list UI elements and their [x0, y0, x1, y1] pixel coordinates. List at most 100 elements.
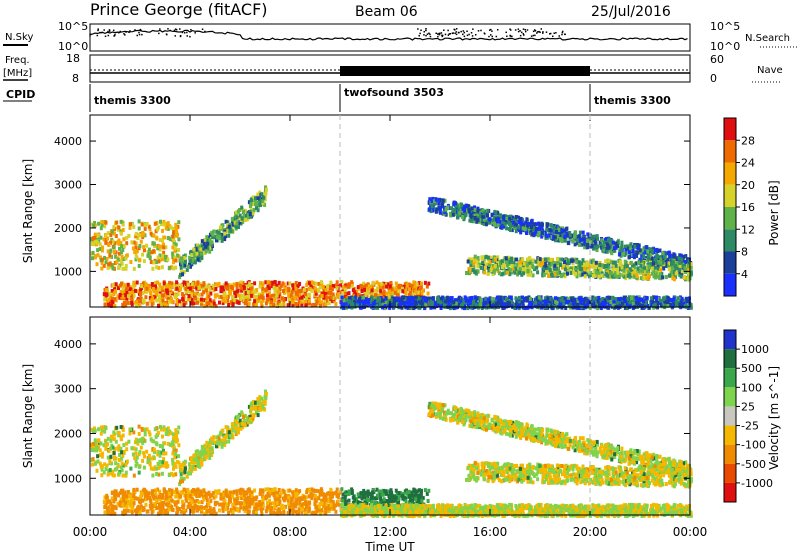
power-cell [439, 206, 442, 211]
power-cell [554, 238, 558, 243]
power-cell [549, 223, 553, 228]
power-cell [529, 272, 533, 277]
power-cell [96, 253, 100, 258]
power-cell [171, 226, 175, 231]
power-cell [563, 267, 567, 272]
nsearch-point [545, 31, 548, 33]
power-cell [137, 246, 141, 251]
power-cell [171, 245, 175, 250]
power-cell [621, 251, 625, 256]
power-cell [607, 302, 611, 307]
power-cell [149, 260, 153, 264]
power-cell [231, 222, 235, 227]
power-cell [103, 287, 107, 292]
power-cell [180, 283, 183, 288]
power-cell [105, 298, 109, 303]
power-cell [174, 222, 178, 227]
power-cell [220, 235, 224, 240]
power-cell [249, 214, 253, 219]
power-cell [649, 247, 653, 252]
power-cell [414, 289, 418, 294]
power-cell [627, 250, 631, 255]
power-cell [158, 253, 162, 258]
power-cell [178, 275, 182, 280]
power-cell [174, 226, 178, 231]
power-cell [611, 295, 615, 300]
power-cell [478, 217, 482, 222]
power-cell [256, 295, 260, 300]
power-cell [190, 292, 194, 297]
power-cell [566, 297, 570, 302]
power-cell [165, 224, 169, 229]
power-cell [124, 266, 128, 271]
power-cell [166, 303, 170, 308]
power-cell [650, 251, 654, 256]
power-cell [683, 260, 687, 265]
power-cell [553, 269, 557, 274]
power-cell [207, 301, 211, 306]
power-cell [566, 271, 569, 276]
power-cell [583, 274, 587, 279]
power-cell [659, 276, 663, 281]
power-cell [607, 295, 611, 300]
power-cell [381, 295, 385, 300]
power-cell [626, 273, 630, 278]
power-cell [431, 298, 435, 303]
power-cell [329, 291, 333, 295]
power-cell [637, 269, 641, 274]
power-cell [158, 238, 162, 243]
power-cell [553, 272, 557, 277]
power-cell [236, 209, 240, 214]
power-cell [420, 281, 423, 286]
nsearch-point [426, 33, 429, 35]
power-cell [113, 286, 116, 291]
power-cell [184, 300, 188, 305]
power-cell [561, 265, 564, 270]
power-cell [375, 280, 379, 285]
power-cell [562, 303, 566, 308]
power-cell [148, 296, 152, 301]
power-cell [120, 244, 124, 249]
power-cell [163, 302, 167, 307]
power-cell [633, 244, 637, 249]
power-cell [355, 289, 359, 294]
power-cell [536, 298, 540, 303]
power-cell [441, 302, 445, 307]
power-cell [369, 284, 373, 289]
power-cell [190, 253, 194, 258]
power-cell [95, 262, 99, 267]
power-cell [207, 235, 210, 240]
power-cell [132, 266, 136, 271]
power-cell [392, 291, 396, 296]
power-cell [454, 301, 458, 306]
power-cell [548, 268, 552, 272]
power-cell [190, 301, 194, 306]
power-cell [562, 263, 566, 268]
power-cell [491, 218, 495, 223]
power-cell [244, 290, 248, 295]
power-cell [443, 304, 447, 309]
power-cell [110, 229, 114, 234]
power-cell [421, 288, 425, 293]
power-cell [227, 224, 231, 229]
nsearch-point [441, 34, 443, 37]
power-cell [575, 274, 579, 279]
power-cell [465, 271, 468, 275]
power-cell [214, 303, 218, 308]
power-cell [310, 280, 314, 285]
power-cell [479, 298, 483, 303]
power-cell [680, 257, 684, 262]
power-cell [448, 299, 452, 303]
power-cell [628, 272, 632, 277]
power-cell [428, 302, 432, 307]
power-cell [186, 282, 190, 287]
power-cell [283, 286, 287, 291]
power-cell [213, 293, 217, 298]
power-cell [221, 223, 225, 228]
nsearch-point [141, 33, 143, 36]
power-cell [431, 208, 435, 213]
power-cell [573, 234, 577, 239]
